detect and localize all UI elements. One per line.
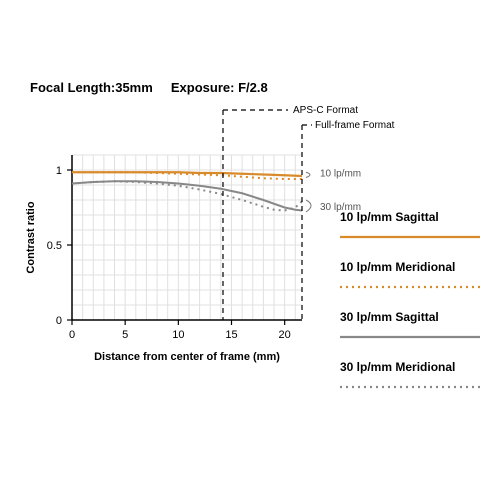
y-tick-label: 0 [56, 315, 62, 327]
legend-row: 10 lp/mm Sagittal [340, 210, 490, 233]
legend-label: 30 lp/mm Meridional [340, 360, 490, 374]
legend-line [340, 377, 480, 383]
legend-label: 10 lp/mm Sagittal [340, 210, 490, 224]
legend-row: 30 lp/mm Meridional [340, 360, 490, 383]
legend-row: 30 lp/mm Sagittal [340, 310, 490, 333]
y-axis-label: Contrast ratio [25, 201, 37, 273]
x-tick-label: 0 [69, 329, 75, 341]
x-axis-label: Distance from center of frame (mm) [94, 351, 280, 363]
lp10-endlabel: 10 lp/mm [320, 169, 361, 180]
series-30-meridional [72, 181, 302, 210]
legend-row: 10 lp/mm Meridional [340, 260, 490, 283]
legend-line [340, 227, 480, 233]
apsc-label: APS-C Format [293, 105, 358, 116]
legend-label: 10 lp/mm Meridional [340, 260, 490, 274]
legend-line [340, 327, 480, 333]
x-tick-label: 20 [279, 329, 291, 341]
y-tick-label: 1 [56, 165, 62, 177]
legend-label: 30 lp/mm Sagittal [340, 310, 490, 324]
legend-line [340, 277, 480, 283]
x-tick-label: 15 [225, 329, 237, 341]
x-tick-label: 5 [122, 329, 128, 341]
series-30-sagittal [72, 181, 302, 210]
x-tick-label: 10 [172, 329, 184, 341]
y-tick-label: 0.5 [47, 240, 62, 252]
mtf-chart: 0 5 10 15 20 0 0.5 1 Distance from center of fra… [0, 0, 500, 500]
brace-30 [306, 200, 311, 212]
fullframe-label: Full-frame Format [315, 120, 395, 131]
brace-10 [306, 172, 310, 177]
